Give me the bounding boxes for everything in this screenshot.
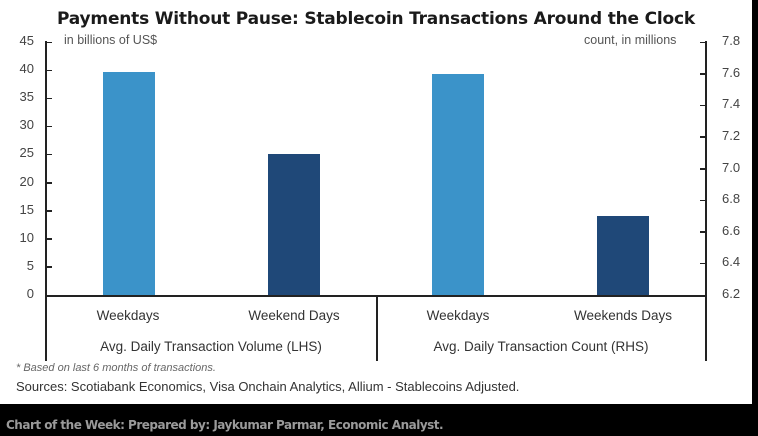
chart-title: Payments Without Pause: Stablecoin Trans… <box>57 9 695 29</box>
sources: Sources: Scotiabank Economics, Visa Onch… <box>16 379 520 394</box>
left-tick-mark <box>46 97 52 100</box>
left-tick-mark <box>46 294 52 296</box>
right-tick-label: 7.2 <box>722 127 741 143</box>
right-tick-mark <box>700 231 706 233</box>
right-tick-mark <box>700 262 706 265</box>
group-divider <box>376 295 378 361</box>
bar-volume-weekend <box>268 153 320 295</box>
right-tick-label: 6.6 <box>722 222 741 238</box>
right-tick-mark <box>700 104 706 107</box>
right-tick-mark <box>700 168 706 170</box>
right-tick-mark <box>700 41 706 43</box>
left-tick-label: 20 <box>19 173 34 189</box>
category-label: Weekdays <box>426 308 490 323</box>
left-tick-label: 10 <box>19 229 34 245</box>
bar-volume-weekdays <box>103 72 155 295</box>
footer-credit: Chart of the Week: Prepared by: Jaykumar… <box>6 418 444 432</box>
left-axis-line <box>45 41 47 361</box>
category-label: Weekends Days <box>573 308 673 323</box>
footnote: * Based on last 6 months of transactions… <box>16 362 216 374</box>
left-tick-label: 35 <box>19 89 34 105</box>
left-tick-mark <box>46 266 52 268</box>
right-tick-label: 6.2 <box>722 286 741 301</box>
right-tick-label: 7.0 <box>722 159 741 175</box>
right-tick-mark <box>700 136 706 138</box>
chart-panel: Payments Without Pause: Stablecoin Trans… <box>0 0 752 404</box>
left-tick-label: 15 <box>19 201 34 217</box>
left-tick-label: 25 <box>19 145 34 161</box>
right-tick-label: 7.6 <box>722 64 741 80</box>
group-label-count: Avg. Daily Transaction Count (RHS) <box>433 339 649 354</box>
left-tick-label: 0 <box>26 286 34 301</box>
right-axis-unit: count, in millions <box>584 33 677 47</box>
left-tick-mark <box>46 153 52 156</box>
left-axis-unit: in billions of US$ <box>64 33 158 47</box>
left-tick-label: 5 <box>26 257 34 273</box>
right-tick-mark <box>700 73 706 75</box>
right-tick-mark <box>700 294 706 296</box>
left-tick-label: 30 <box>19 117 34 133</box>
left-tick-mark <box>46 210 52 212</box>
left-tick-mark <box>46 41 52 43</box>
left-tick-mark <box>46 69 52 72</box>
right-tick-mark <box>700 199 706 202</box>
right-tick-label: 7.8 <box>722 33 741 48</box>
category-label: Weekdays <box>96 308 160 323</box>
bar-count-weekend <box>597 215 649 295</box>
left-tick-label: 45 <box>19 33 34 48</box>
left-tick-label: 40 <box>19 61 34 77</box>
left-tick-mark <box>46 125 52 128</box>
group-label-volume: Avg. Daily Transaction Volume (LHS) <box>100 339 322 354</box>
left-tick-mark <box>46 182 52 184</box>
right-tick-label: 6.8 <box>722 191 741 207</box>
left-tick-mark <box>46 238 52 240</box>
category-label: Weekend Days <box>248 308 340 323</box>
bar-count-weekdays <box>432 73 484 295</box>
right-tick-label: 6.4 <box>722 254 741 270</box>
right-tick-label: 7.4 <box>722 96 741 112</box>
